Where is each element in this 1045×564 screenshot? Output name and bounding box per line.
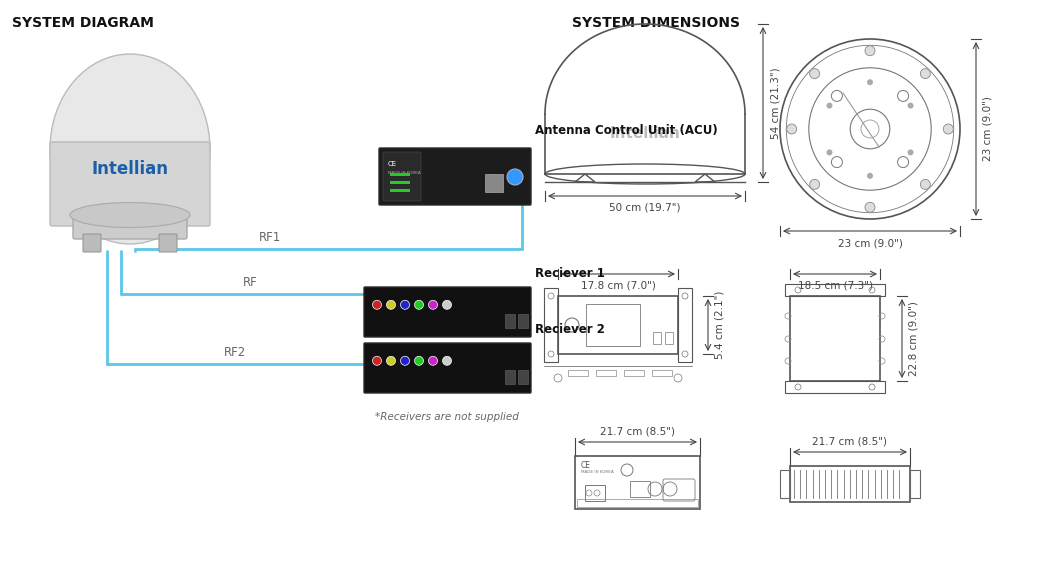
Bar bbox=[785, 381, 885, 393]
Text: 23 cm (9.0"): 23 cm (9.0") bbox=[983, 96, 993, 161]
Text: 17.8 cm (7.0"): 17.8 cm (7.0") bbox=[581, 281, 655, 291]
Text: Antenna Control Unit (ACU): Antenna Control Unit (ACU) bbox=[535, 124, 718, 137]
Bar bbox=[575, 456, 700, 509]
Bar bbox=[585, 485, 605, 501]
Circle shape bbox=[921, 69, 930, 78]
Circle shape bbox=[415, 300, 423, 309]
Bar bbox=[624, 370, 644, 376]
Text: 22.8 cm (9.0"): 22.8 cm (9.0") bbox=[909, 301, 919, 376]
Circle shape bbox=[810, 69, 819, 78]
Text: RF1: RF1 bbox=[259, 231, 281, 244]
Bar bbox=[780, 470, 790, 498]
FancyBboxPatch shape bbox=[379, 148, 531, 205]
Circle shape bbox=[400, 356, 410, 365]
Text: 50 cm (19.7"): 50 cm (19.7") bbox=[609, 203, 680, 213]
Circle shape bbox=[865, 202, 875, 212]
Bar bbox=[790, 466, 910, 502]
Bar bbox=[568, 370, 588, 376]
Text: 21.7 cm (8.5"): 21.7 cm (8.5") bbox=[813, 436, 887, 446]
Bar bbox=[652, 370, 672, 376]
Text: Reciever 1: Reciever 1 bbox=[535, 267, 605, 280]
Bar bbox=[577, 499, 698, 507]
Circle shape bbox=[400, 300, 410, 309]
Text: 18.5 cm (7.3"): 18.5 cm (7.3") bbox=[797, 281, 873, 291]
Text: RF: RF bbox=[242, 276, 257, 289]
Bar bbox=[390, 181, 410, 184]
Circle shape bbox=[442, 356, 451, 365]
Bar bbox=[390, 189, 410, 192]
FancyBboxPatch shape bbox=[364, 287, 531, 337]
Bar bbox=[485, 174, 503, 192]
Ellipse shape bbox=[50, 54, 210, 244]
Circle shape bbox=[867, 173, 873, 179]
Text: Intellian: Intellian bbox=[609, 126, 680, 142]
Circle shape bbox=[787, 124, 796, 134]
Bar bbox=[558, 296, 678, 354]
Bar bbox=[653, 332, 661, 344]
Circle shape bbox=[372, 300, 381, 309]
Circle shape bbox=[428, 356, 438, 365]
Circle shape bbox=[387, 300, 395, 309]
Text: CE: CE bbox=[581, 461, 591, 470]
Circle shape bbox=[415, 356, 423, 365]
FancyBboxPatch shape bbox=[159, 234, 177, 252]
Bar bbox=[910, 470, 920, 498]
FancyBboxPatch shape bbox=[50, 142, 210, 226]
FancyBboxPatch shape bbox=[384, 152, 421, 201]
Ellipse shape bbox=[70, 202, 190, 227]
FancyBboxPatch shape bbox=[364, 343, 531, 393]
Circle shape bbox=[810, 179, 819, 190]
FancyBboxPatch shape bbox=[83, 234, 101, 252]
Text: SYSTEM DIAGRAM: SYSTEM DIAGRAM bbox=[11, 16, 154, 30]
Circle shape bbox=[867, 79, 873, 85]
Circle shape bbox=[944, 124, 953, 134]
Circle shape bbox=[907, 149, 913, 156]
Bar bbox=[505, 370, 515, 384]
Text: MADE IN KOREA: MADE IN KOREA bbox=[388, 171, 421, 175]
Bar bbox=[518, 370, 528, 384]
Bar bbox=[586, 304, 640, 346]
Bar bbox=[518, 314, 528, 328]
Bar bbox=[665, 332, 673, 344]
Text: Reciever 2: Reciever 2 bbox=[535, 323, 605, 336]
Bar bbox=[544, 288, 558, 362]
Circle shape bbox=[907, 103, 913, 109]
Circle shape bbox=[865, 46, 875, 56]
Text: MADE IN KOREA: MADE IN KOREA bbox=[581, 470, 613, 474]
Text: 21.7 cm (8.5"): 21.7 cm (8.5") bbox=[600, 426, 675, 436]
Circle shape bbox=[507, 169, 522, 185]
Circle shape bbox=[428, 300, 438, 309]
Bar bbox=[505, 314, 515, 328]
Text: 5.4 cm (2.1"): 5.4 cm (2.1") bbox=[715, 291, 725, 359]
Text: Intellian: Intellian bbox=[92, 160, 168, 178]
Bar bbox=[785, 284, 885, 296]
Circle shape bbox=[372, 356, 381, 365]
Circle shape bbox=[827, 103, 833, 109]
Text: 23 cm (9.0"): 23 cm (9.0") bbox=[837, 238, 903, 248]
Text: SYSTEM DIMENSIONS: SYSTEM DIMENSIONS bbox=[572, 16, 740, 30]
Bar bbox=[596, 370, 616, 376]
Bar bbox=[790, 296, 880, 381]
Circle shape bbox=[387, 356, 395, 365]
Circle shape bbox=[921, 179, 930, 190]
Bar bbox=[630, 481, 650, 497]
Text: CE: CE bbox=[388, 161, 397, 167]
Bar bbox=[678, 288, 692, 362]
Text: *Receivers are not supplied: *Receivers are not supplied bbox=[375, 412, 519, 422]
Text: 54 cm (21.3"): 54 cm (21.3") bbox=[770, 67, 780, 139]
FancyBboxPatch shape bbox=[73, 213, 187, 239]
Circle shape bbox=[827, 149, 833, 156]
Text: RF2: RF2 bbox=[224, 346, 247, 359]
Circle shape bbox=[442, 300, 451, 309]
Bar bbox=[390, 173, 410, 176]
